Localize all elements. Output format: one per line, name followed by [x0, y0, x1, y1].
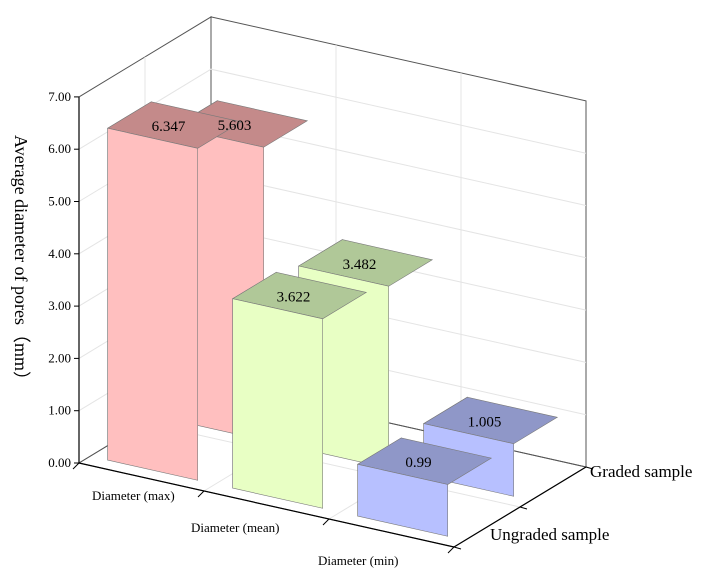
depth-tick — [585, 466, 594, 470]
depth-tick — [519, 506, 528, 510]
chart-labels: 0.00 1.00 2.00 3.00 4.00 5.00 6.00 7.00 Diameter… — [48, 89, 692, 568]
bar — [231, 271, 368, 509]
y-tick-label: 0.00 — [48, 455, 71, 470]
data-label: 3.622 — [277, 290, 311, 306]
chart-axes — [72, 96, 594, 554]
y-tick-label: 3.00 — [48, 298, 71, 313]
y-axis-title: Average diameter of pores（mm） — [11, 135, 31, 389]
data-label: 0.99 — [405, 455, 431, 471]
category-label: Diameter (mean) — [191, 520, 279, 535]
y-tick-label: 4.00 — [48, 246, 71, 261]
y-tick-label: 1.00 — [48, 403, 71, 418]
bar-front-face — [357, 463, 449, 537]
category-label: Diameter (min) — [318, 553, 399, 568]
x-tick — [322, 518, 330, 526]
y-tick-label: 5.00 — [48, 194, 71, 209]
bar-front-face — [232, 298, 324, 509]
x-tick — [447, 546, 455, 554]
series-label: Graded sample — [590, 462, 692, 481]
data-label: 6.347 — [152, 119, 186, 135]
x-tick — [197, 490, 205, 498]
category-label: Diameter (max) — [92, 488, 175, 503]
data-label: 1.005 — [468, 414, 502, 430]
bar — [106, 101, 243, 481]
bar-front-face — [107, 127, 198, 481]
depth-tick — [453, 546, 462, 550]
bar — [356, 437, 493, 537]
data-label: 5.603 — [218, 118, 252, 134]
chart-bars — [106, 100, 559, 537]
y-tick-label: 6.00 — [48, 141, 71, 156]
y-tick-label: 2.00 — [48, 350, 71, 365]
x-axis-line — [78, 462, 455, 548]
gridline-floor-depth — [144, 422, 521, 508]
y-tick-label: 7.00 — [48, 89, 71, 104]
series-label: Ungraded sample — [490, 525, 609, 544]
x-tick — [72, 462, 80, 470]
data-label: 3.482 — [343, 257, 377, 273]
